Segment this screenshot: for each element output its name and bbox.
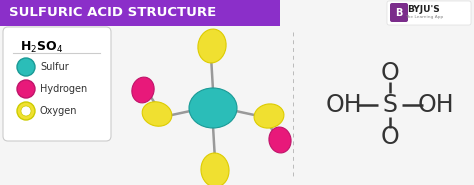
Ellipse shape (254, 104, 284, 128)
FancyBboxPatch shape (390, 3, 408, 22)
FancyBboxPatch shape (387, 1, 471, 25)
Ellipse shape (142, 102, 172, 126)
Ellipse shape (198, 29, 226, 63)
Text: O: O (381, 61, 400, 85)
Text: Hydrogen: Hydrogen (40, 84, 87, 94)
Ellipse shape (189, 88, 237, 128)
Text: BYJU'S: BYJU'S (408, 4, 440, 14)
Text: OH: OH (418, 93, 454, 117)
Text: B: B (395, 8, 403, 18)
Text: The Learning App: The Learning App (405, 15, 443, 19)
Ellipse shape (132, 77, 154, 103)
Text: OH: OH (326, 93, 362, 117)
Circle shape (21, 106, 31, 116)
Text: Oxygen: Oxygen (40, 106, 78, 116)
FancyBboxPatch shape (0, 0, 272, 26)
Text: O: O (381, 125, 400, 149)
Text: SULFURIC ACID STRUCTURE: SULFURIC ACID STRUCTURE (9, 6, 216, 19)
Text: Sulfur: Sulfur (40, 62, 69, 72)
FancyBboxPatch shape (0, 0, 280, 26)
Circle shape (17, 102, 35, 120)
Ellipse shape (201, 153, 229, 185)
Circle shape (17, 80, 35, 98)
Circle shape (17, 58, 35, 76)
Text: S: S (383, 93, 398, 117)
FancyBboxPatch shape (3, 27, 111, 141)
Ellipse shape (269, 127, 291, 153)
Text: H$_2$SO$_4$: H$_2$SO$_4$ (20, 39, 63, 55)
